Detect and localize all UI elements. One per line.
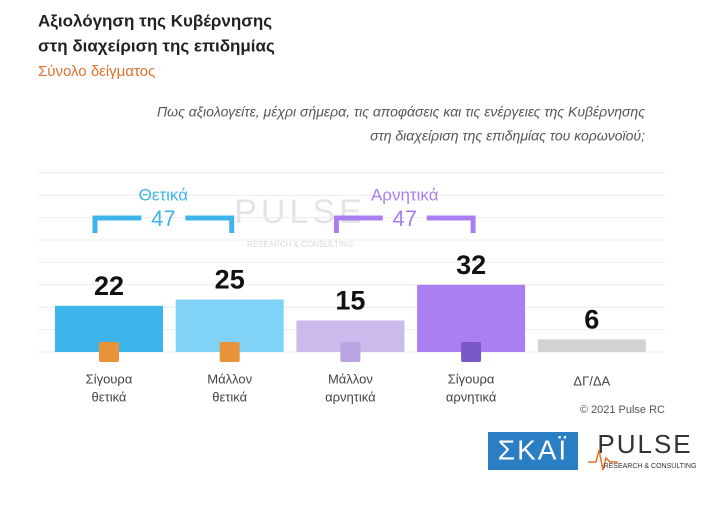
x-tick-label: Σίγουρα [86, 371, 133, 386]
x-tick-label: Σίγουρα [448, 371, 495, 386]
x-tick-label: αρνητικά [325, 389, 376, 404]
question: στη διαχείριση της επιδημίας του κορωνοϊ… [370, 128, 645, 144]
value-label: 25 [215, 265, 245, 295]
icon [340, 342, 361, 362]
x-tick-label: ΔΓ/ΔΑ [573, 373, 610, 388]
subtitle: Σύνολο δείγματος [38, 63, 155, 80]
x-tick-label: αρνητικά [446, 389, 497, 404]
icon [99, 342, 119, 362]
bracket [333, 215, 476, 233]
watermark: RESEARCH & CONSULTING [247, 240, 353, 249]
chart-title: Αξιολόγηση της Κυβέρνησης [38, 11, 272, 30]
group-label: Θετικά [139, 185, 189, 204]
value-label: 15 [335, 286, 365, 316]
bracket [92, 215, 235, 233]
watermark: PULSE [234, 193, 366, 231]
x-tick-label: Μάλλον [207, 371, 252, 386]
icon [461, 342, 482, 362]
bar [537, 339, 646, 352]
group-value: 47 [393, 206, 417, 231]
skai-logo-bg [488, 432, 578, 470]
value-label: 6 [584, 305, 599, 335]
pulse-logo-line [588, 449, 618, 471]
icon [219, 342, 240, 362]
bar [417, 284, 526, 352]
pulse-logo: PULSE [597, 429, 692, 459]
value-label: 32 [456, 250, 486, 280]
skai-logo: ΣΚΑΪ [498, 434, 568, 465]
x-tick-label: Μάλλον [328, 371, 373, 386]
chart-title: στη διαχείριση της επιδημίας [38, 36, 275, 55]
group-value: 47 [151, 206, 175, 231]
value-label: 22 [94, 271, 124, 301]
question: Πως αξιολογείτε, μέχρι σήμερα, τις αποφά… [157, 104, 645, 120]
x-tick-label: θετικά [92, 389, 127, 404]
pulse-logo-sub: RESEARCH & CONSULTING [604, 463, 697, 470]
group-label: Αρνητικά [371, 185, 439, 204]
x-tick-label: θετικά [212, 389, 247, 404]
copyright: © 2021 Pulse RC [580, 404, 665, 416]
